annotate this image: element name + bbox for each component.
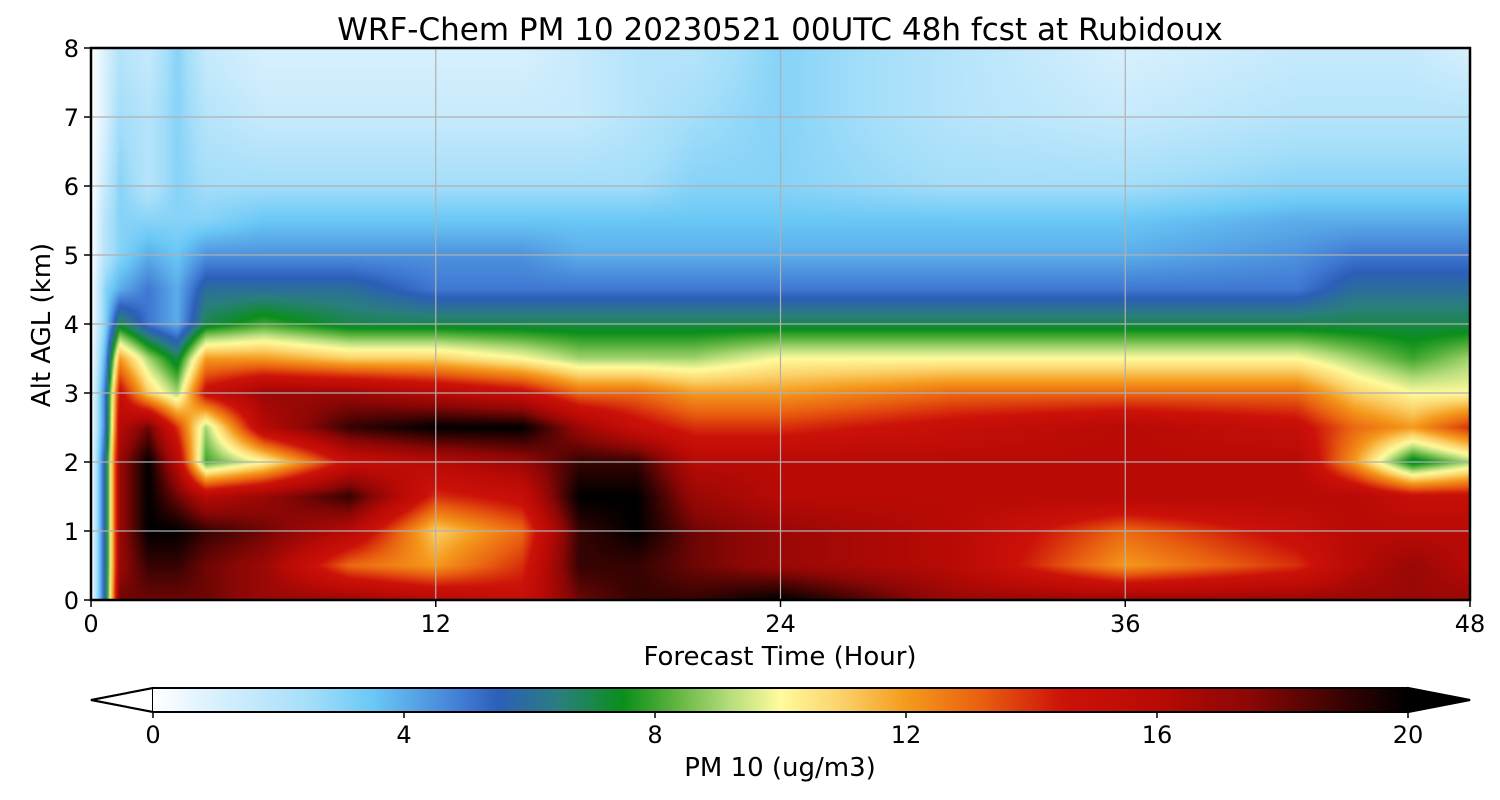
y-tick-label: 4 (64, 311, 79, 339)
x-tick-label: 48 (1455, 610, 1486, 638)
y-axis-label: Alt AGL (km) (27, 243, 57, 407)
x-axis-label: Forecast Time (Hour) (643, 642, 916, 672)
y-tick-label: 1 (64, 518, 79, 546)
colorbar-label: PM 10 (ug/m3) (684, 753, 876, 783)
y-tick-label: 7 (64, 104, 79, 132)
y-tick-label: 8 (64, 35, 79, 63)
x-tick-label: 36 (1110, 610, 1141, 638)
y-tick-label: 0 (64, 587, 79, 615)
y-tick-label: 2 (64, 449, 79, 477)
colorbar-tick-label: 12 (891, 721, 922, 749)
x-tick-label: 24 (765, 610, 796, 638)
x-axis-ticks: 0 12 24 36 48 (83, 600, 1485, 638)
colorbar-tick-label: 4 (396, 721, 411, 749)
colorbar-tick-label: 20 (1393, 721, 1424, 749)
colorbar-extend-min-arrow (90, 686, 154, 714)
x-tick-label: 0 (83, 610, 98, 638)
grid-lines (91, 48, 1470, 600)
colorbar-ticks: 0 4 8 12 16 20 (145, 712, 1423, 749)
colorbar-tick-label: 16 (1142, 721, 1173, 749)
colorbar (153, 688, 1408, 712)
y-tick-label: 5 (64, 242, 79, 270)
colorbar-tick-label: 0 (145, 721, 160, 749)
colorbar-extend-max-arrow (1407, 686, 1471, 714)
colorbar-tick-label: 8 (647, 721, 662, 749)
x-tick-label: 12 (420, 610, 451, 638)
y-tick-label: 3 (64, 380, 79, 408)
chart-title: WRF-Chem PM 10 20230521 00UTC 48h fcst a… (337, 12, 1222, 48)
y-tick-label: 6 (64, 173, 79, 201)
y-axis-ticks: 0 1 2 3 4 5 6 7 8 (64, 35, 91, 615)
